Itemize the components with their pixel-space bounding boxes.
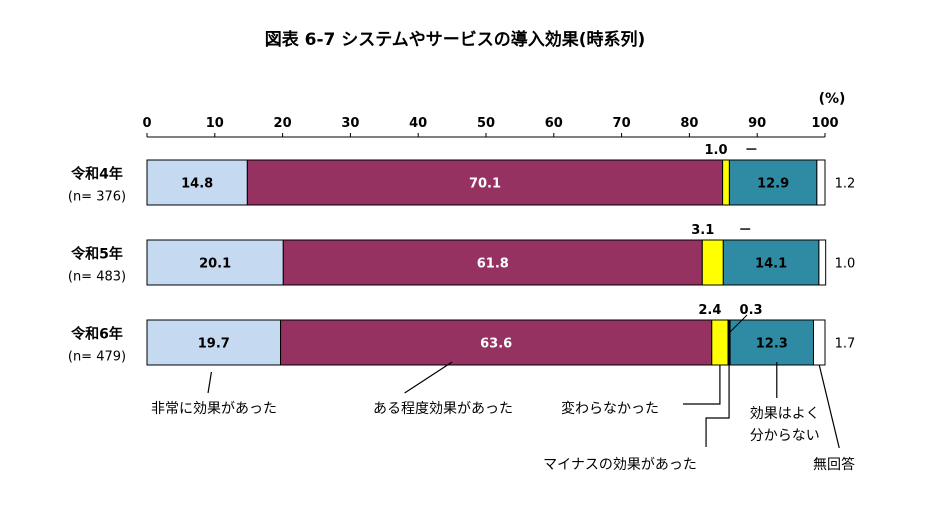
x-tick-label: 30 (341, 116, 359, 131)
category-sample-size: (n= 483) (68, 270, 126, 285)
legend-label: ある程度効果があった (373, 401, 513, 417)
legend-label: 非常に効果があった (151, 401, 277, 417)
bar-segment (282, 239, 703, 286)
bar-segment (722, 159, 730, 206)
category-sample-size: (n= 479) (68, 350, 126, 365)
unchanged-value-label: 1.0 (704, 143, 727, 158)
bar-value-label: 19.7 (198, 337, 230, 352)
x-tick-label: 50 (477, 116, 495, 131)
negative-effect-value-label: － (739, 223, 752, 238)
bar-segment (280, 319, 713, 366)
x-tick-label: 20 (274, 116, 292, 131)
legend-label: マイナスの効果があった (543, 457, 697, 473)
negative-effect-value-label: － (745, 143, 758, 158)
negative-effect-value-label: 0.3 (740, 303, 763, 318)
bar-segment (146, 239, 284, 286)
no-answer-value-label: 1.2 (835, 177, 856, 192)
no-answer-value-label: 1.7 (835, 337, 856, 352)
bar-segment (818, 239, 827, 286)
unchanged-value-label: 3.1 (691, 223, 714, 238)
bar-value-label: 14.8 (181, 177, 213, 192)
legend-label: 効果はよく (750, 406, 820, 422)
leader-line (705, 365, 730, 447)
leader-line (404, 361, 453, 394)
x-axis: 0 10 20 30 40 50 60 70 80 90 100 (142, 116, 839, 138)
leader-line (207, 371, 213, 394)
bar-value-label: 14.1 (755, 257, 787, 272)
category-sample-size: (n= 376) (68, 190, 126, 205)
x-tick-label: 60 (545, 116, 563, 131)
bar-value-label: 12.9 (757, 177, 789, 192)
bar-segment (146, 159, 248, 206)
bars: 令和4年 (n= 376) 令和5年 (n= 483) 令和6年 (n= 479) (68, 159, 827, 366)
unit-label: (%) (819, 91, 846, 107)
bar-value-label: 63.6 (480, 337, 512, 352)
x-tick-label: 90 (748, 116, 766, 131)
bar-value-label: 12.3 (756, 337, 788, 352)
legend-label: 無回答 (813, 456, 855, 473)
legend-label: 分からない (750, 428, 820, 444)
leader-line (728, 314, 748, 334)
bar-segment (701, 239, 724, 286)
x-tick-label: 10 (206, 116, 224, 131)
bar-segment (728, 159, 818, 206)
x-tick-label: 40 (409, 116, 427, 131)
unchanged-value-label: 2.4 (698, 303, 721, 318)
bar-segment (722, 239, 820, 286)
x-tick-label: 0 (142, 116, 151, 131)
bar-segment (711, 319, 729, 366)
x-tick-label: 80 (680, 116, 698, 131)
bar-value-label: 20.1 (199, 257, 231, 272)
bar-value-label: 70.1 (469, 177, 501, 192)
bar-segment (816, 159, 826, 206)
legend-label: 変わらなかった (561, 400, 659, 417)
chart-title: 図表 6-7 システムやサービスの導入効果(時系列) (265, 29, 646, 50)
category-label: 令和5年 (70, 246, 123, 263)
category-label: 令和6年 (70, 326, 123, 343)
category-label: 令和4年 (70, 166, 123, 183)
x-tick-label: 70 (613, 116, 631, 131)
leader-line (683, 365, 721, 405)
bar-segment (246, 159, 724, 206)
bar-segment (146, 319, 282, 366)
bar-segment (729, 319, 814, 366)
no-answer-value-label: 1.0 (835, 257, 856, 272)
data-labels: 14.8 70.1 12.9 1.2 1.0 － 20.1 61.8 14.1 1.0 3.1 － 19… (181, 143, 855, 352)
bar-value-label: 61.8 (477, 257, 509, 272)
bar-segment (812, 319, 826, 366)
x-tick-label: 100 (811, 116, 838, 131)
leader-line (818, 364, 840, 449)
